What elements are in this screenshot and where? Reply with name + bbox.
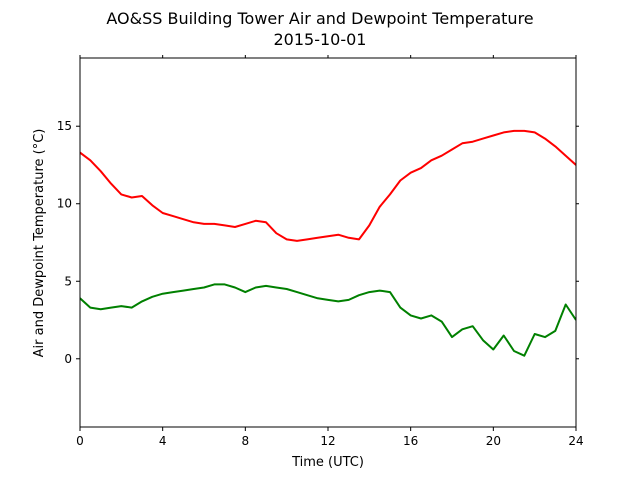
- x-tick-label: 4: [159, 434, 167, 448]
- y-tick-label: 15: [57, 119, 72, 133]
- x-axis-label: Time (UTC): [291, 455, 364, 470]
- x-tick-label: 20: [486, 434, 501, 448]
- series-layer: [80, 129, 576, 357]
- x-tick-label: 24: [568, 434, 583, 448]
- x-tick-label: 0: [76, 434, 84, 448]
- x-tick-label: 8: [242, 434, 250, 448]
- y-tick-label: 5: [64, 274, 72, 288]
- y-axis-label: Air and Dewpoint Temperature (°C): [32, 129, 47, 358]
- chart-title: AO&SS Building Tower Air and Dewpoint Te…: [106, 9, 533, 28]
- x-tick-label: 16: [403, 434, 418, 448]
- y-tick-label: 10: [57, 197, 72, 211]
- x-axis: 0 4 8 12 16 20 24: [76, 55, 584, 448]
- y-tick-label: 0: [64, 352, 72, 366]
- x-tick-label: 12: [320, 434, 335, 448]
- y-axis: 0 5 10 15: [57, 119, 579, 366]
- air-temperature-line: [80, 129, 576, 242]
- chart-subtitle: 2015-10-01: [274, 30, 367, 49]
- dewpoint-temperature-line: [80, 283, 576, 357]
